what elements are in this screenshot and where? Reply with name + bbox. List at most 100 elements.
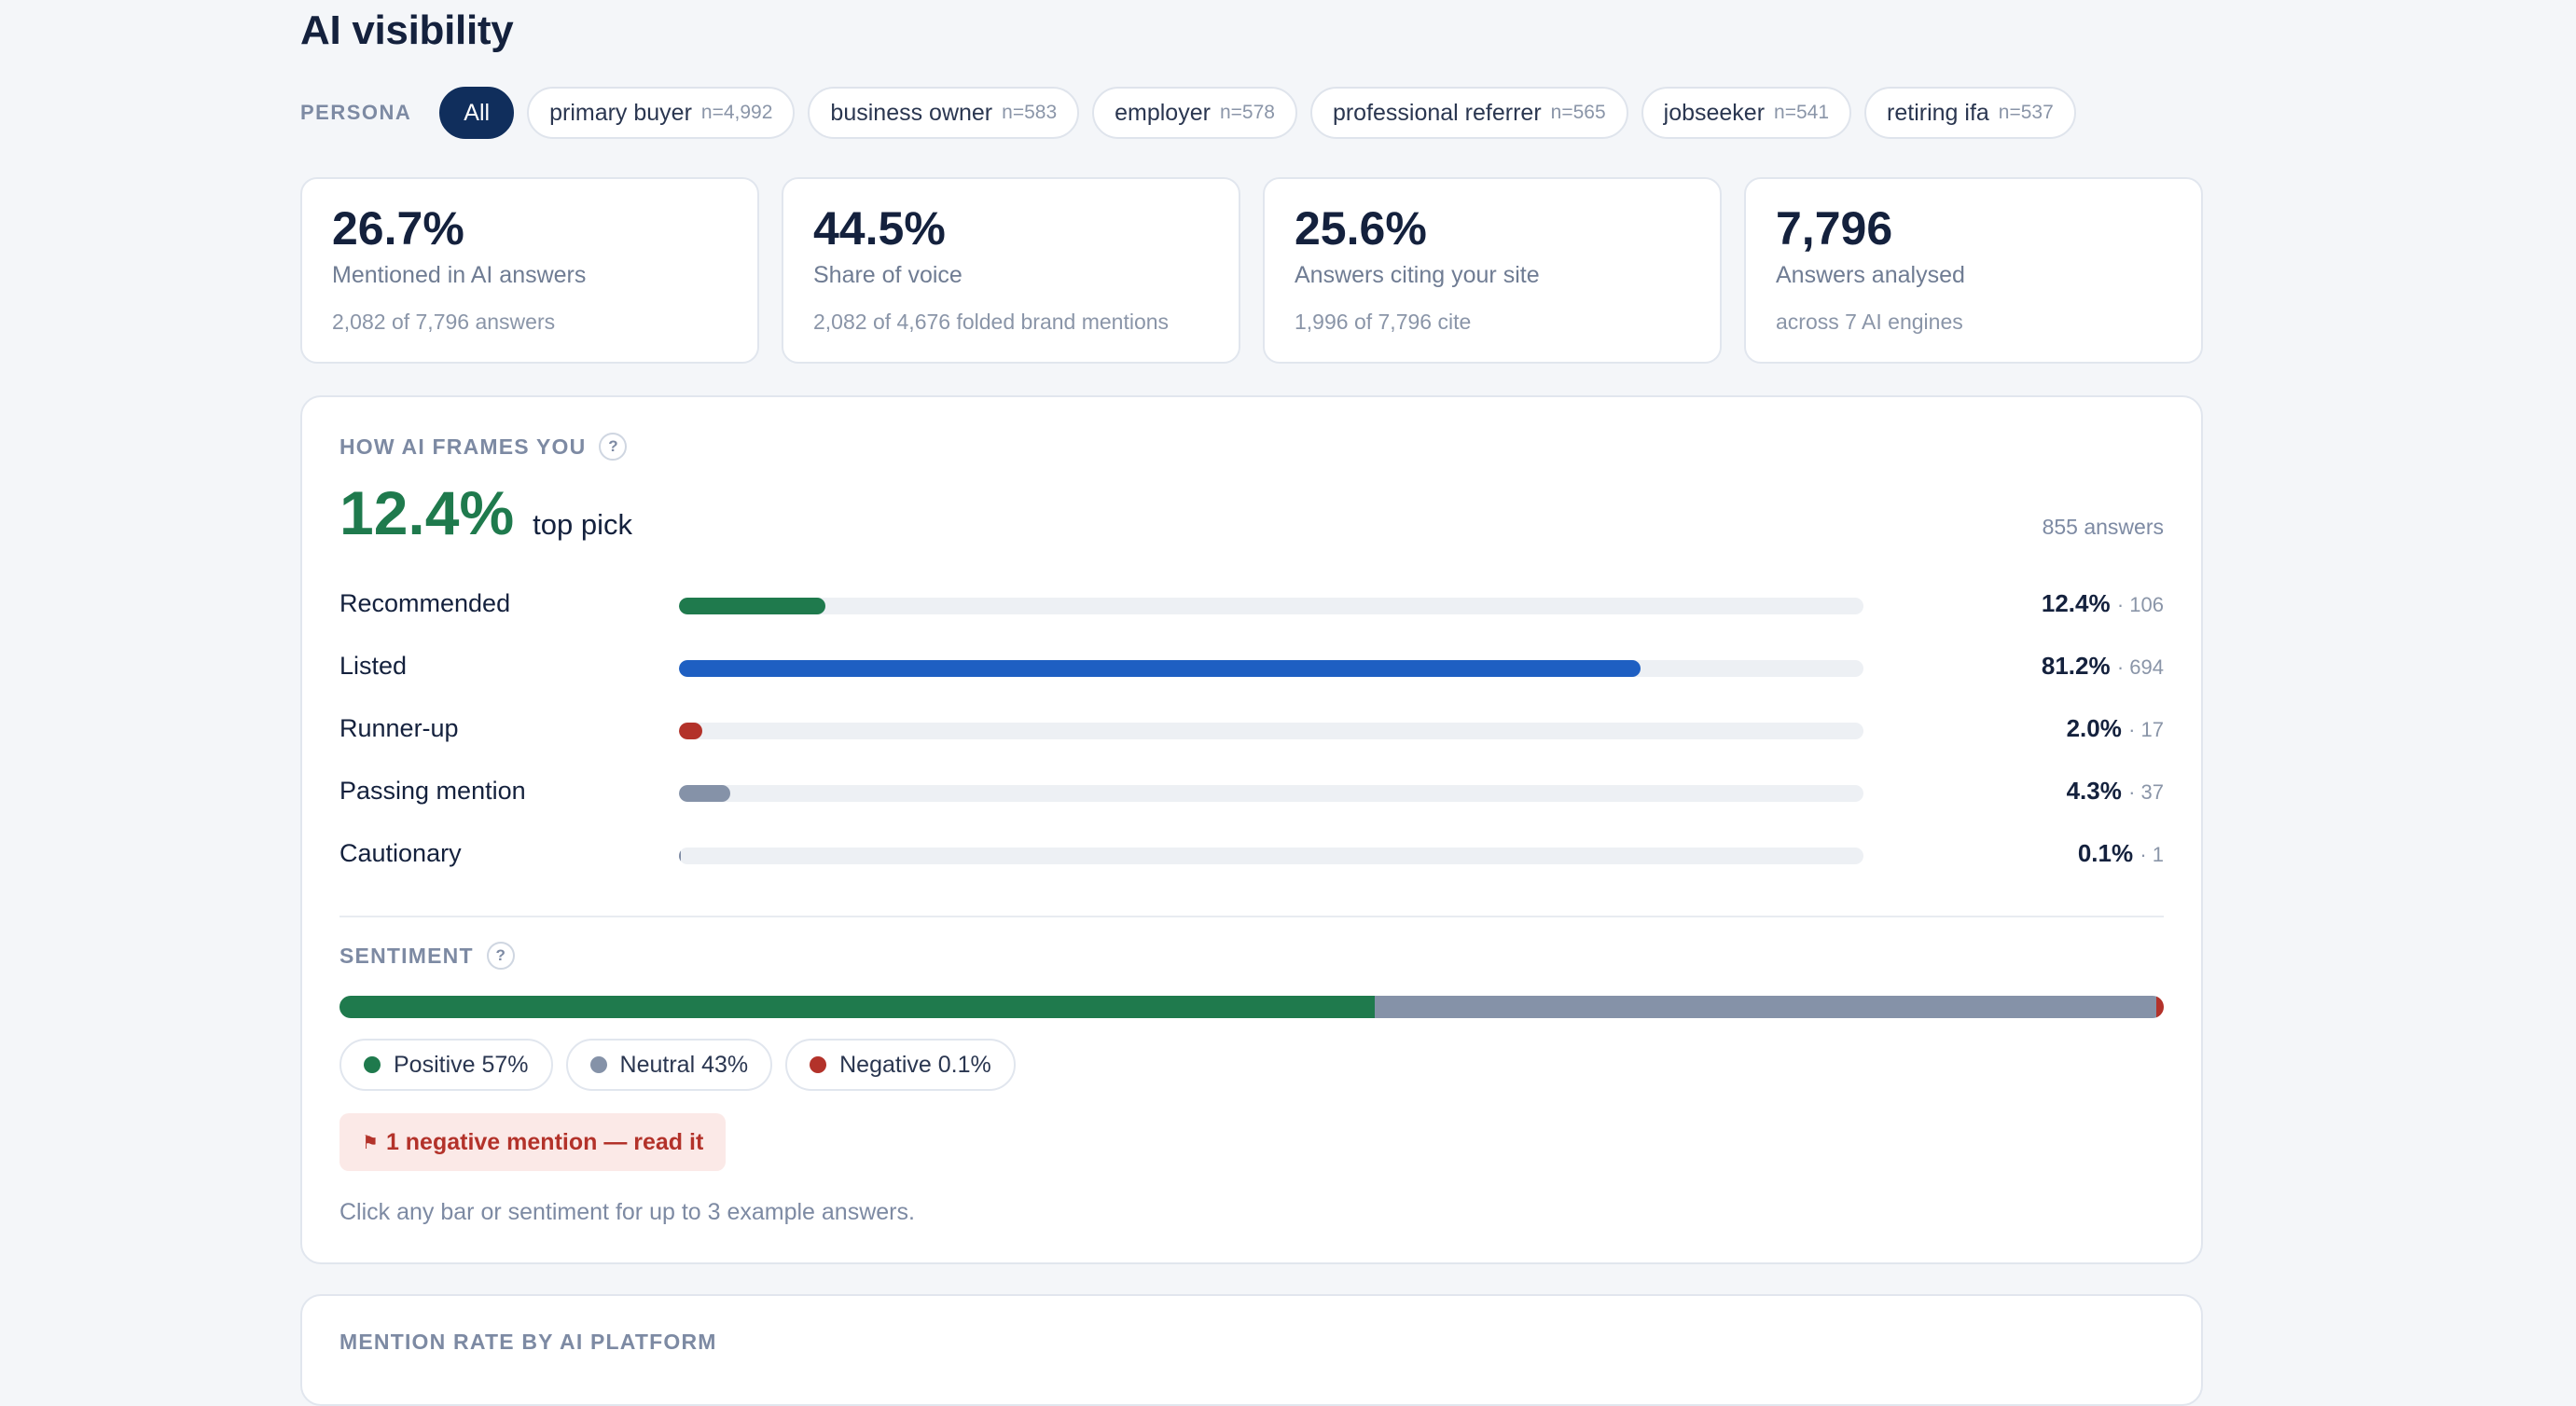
bar-percent: 2.0%: [2066, 714, 2122, 742]
negative-mention-label: 1 negative mention — read it: [385, 1128, 704, 1155]
stat-card-share-of-voice: 44.5% Share of voice 2,082 of 4,676 fold…: [782, 177, 1240, 364]
bar-fill: [679, 785, 730, 802]
bar-label: Runner-up: [339, 714, 459, 742]
persona-chip-count: n=541: [1774, 102, 1830, 123]
sentiment-chip-negative[interactable]: Negative 0.1%: [785, 1039, 1016, 1091]
persona-chip-employer[interactable]: employer n=578: [1092, 87, 1297, 139]
negative-dot-icon: [810, 1056, 827, 1073]
bar-label: Cautionary: [339, 839, 462, 867]
divider: [339, 916, 2164, 917]
negative-mention-button[interactable]: ⚑ 1 negative mention — read it: [339, 1113, 727, 1171]
platform-section-label: MENTION RATE BY AI PLATFORM: [339, 1330, 717, 1354]
sentiment-legend: Positive 57% Neutral 43% Negative 0.1%: [339, 1039, 1029, 1091]
sentiment-chip-label: Negative 0.1%: [839, 1051, 991, 1078]
stat-sub: 2,082 of 7,796 answers: [332, 310, 556, 334]
persona-chip-label: professional referrer: [1332, 99, 1542, 126]
bar-label: Recommended: [339, 589, 511, 617]
stat-label: Share of voice: [813, 262, 963, 288]
persona-label: PERSONA: [300, 101, 412, 124]
platform-card: MENTION RATE BY AI PLATFORM: [300, 1294, 2203, 1406]
page-title: AI visibility: [300, 7, 514, 53]
answers-count: 855 answers: [2042, 515, 2164, 539]
bar-row-recommended[interactable]: Recommended 12.4% · 106: [339, 586, 2164, 623]
stat-card-answers-analysed: 7,796 Answers analysed across 7 AI engin…: [1744, 177, 2203, 364]
sentiment-segment-neutral[interactable]: [1375, 996, 2157, 1018]
persona-chip-count: n=578: [1219, 102, 1275, 123]
persona-chip-count: n=565: [1550, 102, 1606, 123]
sentiment-chip-neutral[interactable]: Neutral 43%: [565, 1039, 773, 1091]
persona-chip-all[interactable]: All: [439, 87, 515, 139]
bar-row-runner-up[interactable]: Runner-up 2.0% · 17: [339, 710, 2164, 748]
bar-row-passing-mention[interactable]: Passing mention 4.3% · 37: [339, 773, 2164, 810]
positive-dot-icon: [364, 1056, 381, 1073]
bar-count: · 106: [2116, 593, 2164, 616]
stat-card-citing: 25.6% Answers citing your site 1,996 of …: [1263, 177, 1722, 364]
bar-fill: [679, 598, 826, 614]
stat-card-mentioned: 26.7% Mentioned in AI answers 2,082 of 7…: [300, 177, 759, 364]
sentiment-chip-label: Neutral 43%: [619, 1051, 749, 1078]
bar-fill: [679, 848, 681, 864]
stat-value: 26.7%: [332, 202, 464, 255]
bar-count: · 17: [2128, 718, 2164, 741]
help-icon[interactable]: ?: [599, 433, 628, 461]
persona-chip-primary-buyer[interactable]: primary buyer n=4,992: [527, 87, 796, 139]
bar-track: [679, 723, 1863, 739]
persona-chip-retiring-ifa[interactable]: retiring ifa n=537: [1864, 87, 2076, 139]
stat-label: Answers analysed: [1776, 262, 1965, 288]
headline-value: 12.4%: [339, 478, 515, 547]
persona-chip-business-owner[interactable]: business owner n=583: [808, 87, 1080, 139]
stat-sub: across 7 AI engines: [1776, 310, 1963, 334]
stat-sub: 2,082 of 4,676 folded brand mentions: [813, 310, 1170, 334]
sentiment-section-title: SENTIMENT: [339, 943, 474, 968]
bar-percent: 12.4%: [2041, 589, 2111, 617]
persona-chip-count: n=537: [1998, 102, 2054, 123]
stat-value: 44.5%: [813, 202, 946, 255]
flag-icon: ⚑: [362, 1132, 379, 1153]
persona-chip-professional-referrer[interactable]: professional referrer n=565: [1309, 87, 1628, 139]
stat-cards: 26.7% Mentioned in AI answers 2,082 of 7…: [300, 177, 2203, 364]
bar-value: 81.2% · 694: [2042, 652, 2164, 681]
bar-value: 2.0% · 17: [2067, 714, 2164, 743]
frames-headline: 12.4% top pick: [339, 477, 632, 548]
bar-track: [679, 785, 1863, 802]
frames-section-title: HOW AI FRAMES YOU: [339, 434, 587, 459]
sentiment-segment-positive[interactable]: [339, 996, 1376, 1018]
persona-chip-label: business owner: [830, 99, 993, 126]
bar-label: Listed: [339, 652, 408, 680]
bar-track: [679, 848, 1863, 864]
persona-chip-jobseeker[interactable]: jobseeker n=541: [1641, 87, 1852, 139]
bar-row-listed[interactable]: Listed 81.2% · 694: [339, 648, 2164, 685]
bar-fill: [679, 660, 1641, 677]
bar-count: · 694: [2116, 655, 2164, 679]
persona-chip-count: n=4,992: [700, 102, 773, 123]
frames-section-label: HOW AI FRAMES YOU ?: [339, 433, 628, 461]
headline-label: top pick: [533, 508, 632, 541]
persona-filter: PERSONA All primary buyer n=4,992 busine…: [300, 86, 2089, 140]
sentiment-bar[interactable]: [339, 996, 2164, 1018]
stat-label: Answers citing your site: [1295, 262, 1540, 288]
help-icon[interactable]: ?: [486, 942, 515, 970]
bar-row-cautionary[interactable]: Cautionary 0.1% · 1: [339, 835, 2164, 873]
persona-chip-label: employer: [1115, 99, 1211, 126]
sentiment-chip-label: Positive 57%: [394, 1051, 529, 1078]
bar-percent: 81.2%: [2041, 652, 2111, 680]
bar-count: · 37: [2128, 780, 2164, 804]
bar-label: Passing mention: [339, 777, 526, 805]
bar-value: 4.3% · 37: [2067, 777, 2164, 806]
persona-chip-label: All: [464, 99, 491, 126]
bar-count: · 1: [2140, 843, 2164, 866]
sentiment-segment-negative[interactable]: [2156, 996, 2164, 1018]
sentiment-section-label: SENTIMENT ?: [339, 942, 515, 970]
persona-chip-label: retiring ifa: [1887, 99, 1989, 126]
bar-percent: 4.3%: [2066, 777, 2122, 805]
ai-frames-card: HOW AI FRAMES YOU ? 12.4% top pick 855 a…: [300, 395, 2203, 1264]
sentiment-chip-positive[interactable]: Positive 57%: [339, 1039, 553, 1091]
bar-value: 0.1% · 1: [2078, 839, 2164, 868]
hint-text: Click any bar or sentiment for up to 3 e…: [339, 1199, 915, 1225]
stat-value: 7,796: [1776, 202, 1893, 255]
persona-chip-count: n=583: [1002, 102, 1058, 123]
persona-chip-label: jobseeker: [1663, 99, 1766, 126]
bar-value: 12.4% · 106: [2042, 589, 2164, 618]
bar-percent: 0.1%: [2077, 839, 2134, 867]
stat-sub: 1,996 of 7,796 cite: [1295, 310, 1472, 334]
